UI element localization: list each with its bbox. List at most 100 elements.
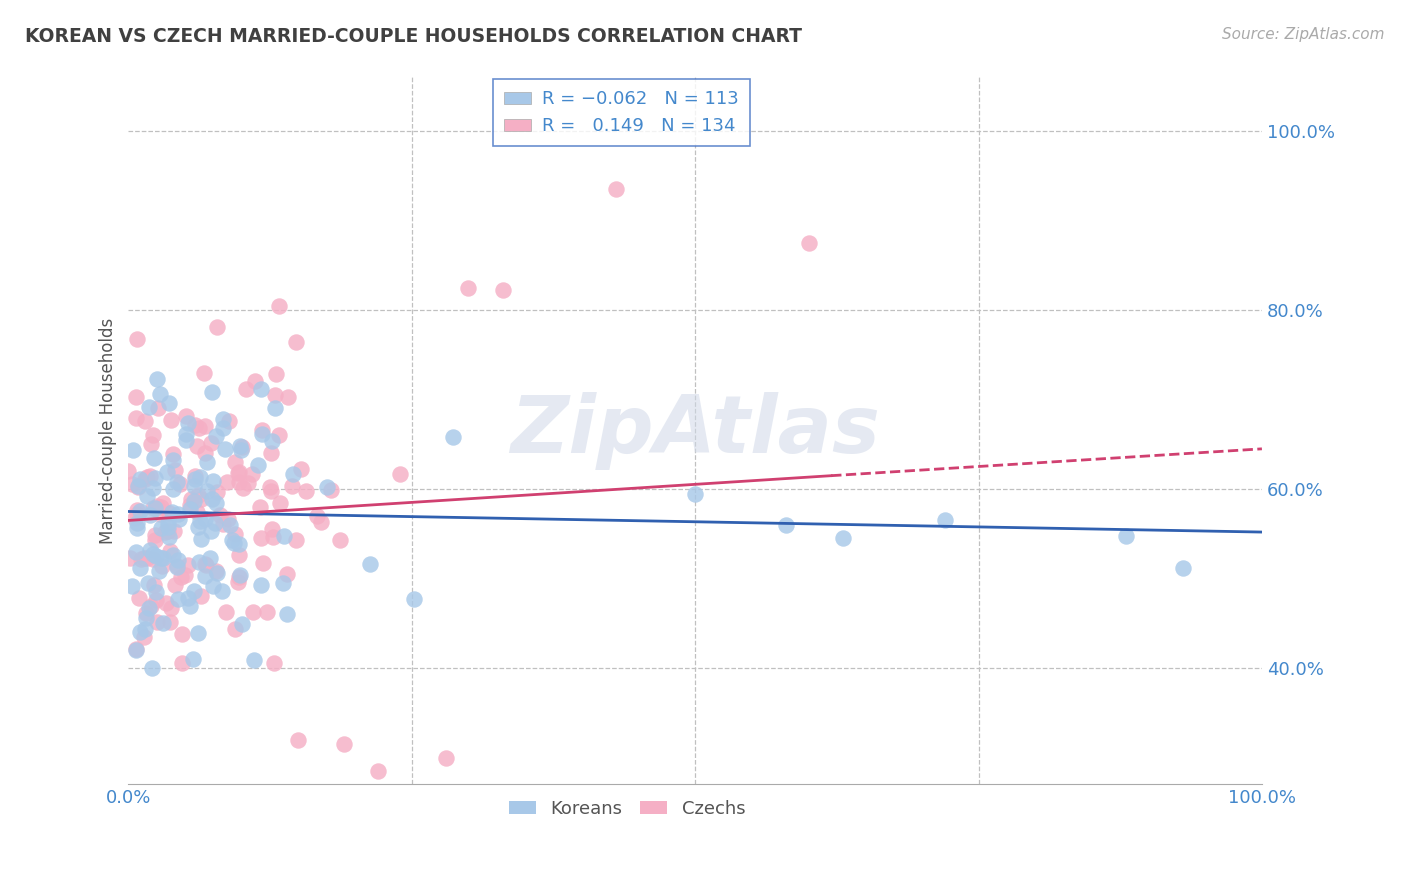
Point — [284, 335, 307, 350]
Point — [180, 491, 202, 506]
Point — [402, 591, 425, 606]
Point — [273, 529, 295, 543]
Point — [264, 367, 287, 381]
Point — [280, 479, 302, 493]
Point — [143, 533, 166, 548]
Point — [183, 584, 205, 599]
Point — [176, 409, 198, 424]
Point — [177, 558, 200, 572]
Point — [276, 607, 298, 622]
Point — [129, 472, 152, 486]
Point — [329, 533, 352, 547]
Point — [157, 396, 180, 410]
Point — [218, 414, 240, 428]
Point — [188, 470, 211, 484]
Point — [215, 605, 238, 619]
Point — [157, 506, 180, 520]
Point — [260, 522, 283, 536]
Point — [211, 584, 233, 599]
Point — [134, 414, 156, 428]
Point — [229, 440, 252, 454]
Point — [152, 496, 174, 510]
Point — [135, 606, 157, 620]
Point — [159, 615, 181, 629]
Point — [212, 412, 235, 426]
Point — [163, 524, 186, 539]
Point — [285, 533, 308, 547]
Point — [190, 533, 212, 547]
Point — [174, 427, 197, 442]
Legend: Koreans, Czechs: Koreans, Czechs — [502, 792, 752, 825]
Point — [125, 390, 148, 404]
Point — [145, 585, 167, 599]
Point — [125, 641, 148, 656]
Point — [277, 390, 299, 404]
Point — [224, 455, 246, 469]
Point — [142, 451, 165, 466]
Point — [118, 551, 141, 566]
Point — [150, 550, 173, 565]
Point — [187, 421, 209, 435]
Point — [129, 625, 152, 640]
Point — [252, 556, 274, 570]
Point — [240, 467, 263, 481]
Point — [250, 382, 273, 396]
Point — [184, 468, 207, 483]
Point — [162, 504, 184, 518]
Point — [195, 483, 218, 498]
Point — [142, 552, 165, 566]
Point — [200, 524, 222, 538]
Point — [179, 599, 201, 614]
Point — [152, 616, 174, 631]
Point — [135, 611, 157, 625]
Point — [262, 434, 284, 449]
Point — [157, 530, 180, 544]
Point — [190, 590, 212, 604]
Point — [256, 606, 278, 620]
Point — [194, 419, 217, 434]
Point — [243, 653, 266, 667]
Point — [260, 446, 283, 460]
Point — [127, 521, 149, 535]
Point — [124, 511, 146, 525]
Point — [198, 551, 221, 566]
Point — [183, 478, 205, 492]
Point — [127, 507, 149, 521]
Point — [389, 467, 412, 481]
Point — [125, 544, 148, 558]
Point — [139, 542, 162, 557]
Point — [142, 501, 165, 516]
Point — [232, 481, 254, 495]
Point — [163, 578, 186, 592]
Point — [218, 518, 240, 533]
Point — [187, 519, 209, 533]
Point — [141, 661, 163, 675]
Point — [1171, 561, 1194, 575]
Point — [193, 366, 215, 380]
Point — [281, 467, 304, 481]
Point — [217, 512, 239, 526]
Point — [187, 488, 209, 502]
Point — [162, 548, 184, 562]
Point — [276, 566, 298, 581]
Point — [1115, 528, 1137, 542]
Point — [263, 656, 285, 670]
Point — [150, 559, 173, 574]
Point — [174, 433, 197, 447]
Point — [121, 443, 143, 458]
Point — [149, 387, 172, 401]
Point — [295, 484, 318, 499]
Point — [228, 536, 250, 550]
Point — [204, 564, 226, 578]
Point — [434, 750, 457, 764]
Point — [222, 536, 245, 550]
Point — [132, 551, 155, 566]
Point — [145, 549, 167, 563]
Point — [129, 561, 152, 575]
Point — [249, 578, 271, 592]
Point — [683, 486, 706, 500]
Text: KOREAN VS CZECH MARRIED-COUPLE HOUSEHOLDS CORRELATION CHART: KOREAN VS CZECH MARRIED-COUPLE HOUSEHOLD… — [25, 27, 803, 45]
Point — [162, 447, 184, 461]
Point — [156, 465, 179, 479]
Point — [124, 642, 146, 657]
